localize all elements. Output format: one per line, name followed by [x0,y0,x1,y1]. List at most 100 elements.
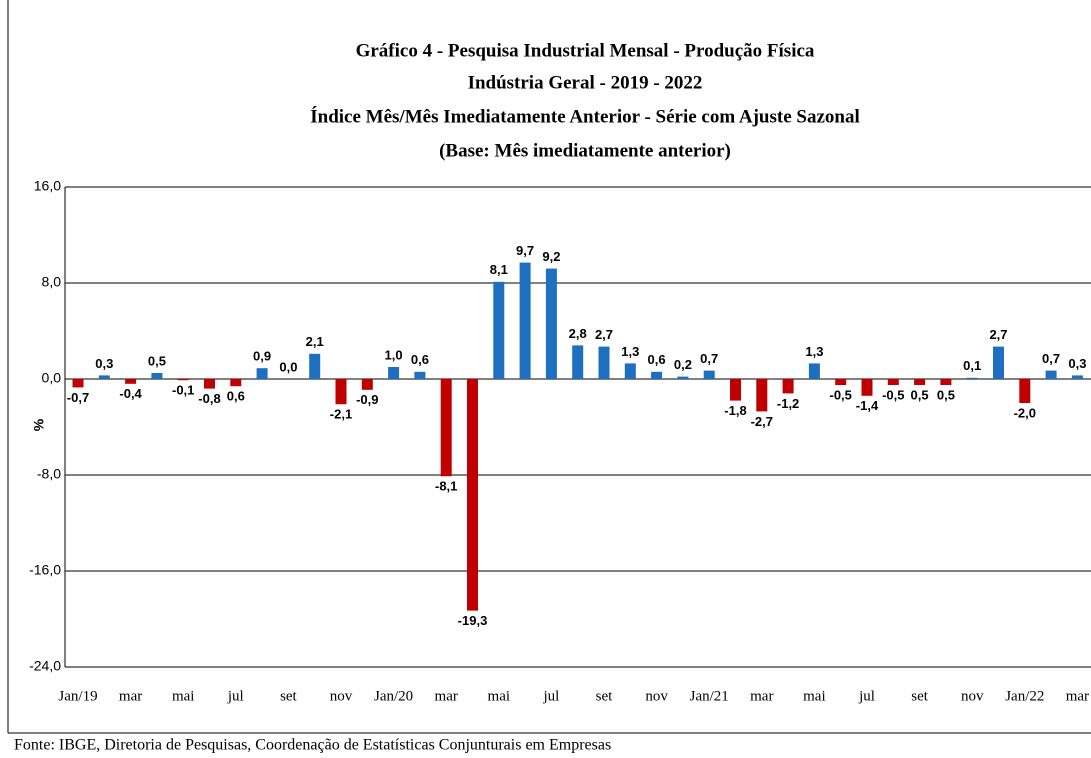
x-tick-label: mai [488,688,511,704]
y-tick-label: -8,0 [37,466,61,482]
value-label: 0,3 [1068,356,1086,371]
bar [703,370,715,379]
value-label: -19,3 [458,613,488,628]
y-tick-label: -16,0 [29,562,61,578]
value-label: 0,6 [411,352,429,367]
bar [914,379,926,385]
chart-subtitle: Índice Mês/Mês Imediatamente Anterior - … [310,105,860,127]
value-label: -0,5 [882,387,904,402]
bar [651,371,663,379]
value-label: -0,9 [356,392,378,407]
x-tick-label: nov [330,688,353,704]
x-tick-label: Jan/21 [690,688,729,704]
source-note: Fonte: IBGE, Diretoria de Pesquisas, Coo… [14,737,611,754]
value-label: 0,6 [227,389,245,404]
value-label: 0,7 [1042,351,1060,366]
bar [361,379,373,390]
x-tick-label: jul [542,688,559,704]
bar [98,375,110,379]
bar [940,379,952,385]
value-label: -0,7 [67,390,89,405]
value-label: 9,7 [516,243,534,258]
y-tick-label: 0,0 [42,370,62,386]
value-label: -1,2 [777,396,799,411]
value-label: -0,5 [829,387,851,402]
bar [572,345,584,379]
value-label: 1,3 [805,344,823,359]
value-label: 0,6 [648,352,666,367]
bar [782,379,794,394]
bar [1071,375,1083,379]
bar [125,379,137,384]
value-label: 2,7 [595,327,613,342]
x-tick-label: set [911,688,928,704]
bar [861,379,873,396]
value-label: -0,4 [119,386,142,401]
x-tick-label: mai [803,688,826,704]
value-label: 2,7 [989,327,1007,342]
x-tick-label: jul [227,688,244,704]
value-label: 0,0 [279,359,297,374]
value-label: -1,8 [724,403,746,418]
x-tick-label: nov [645,688,668,704]
y-tick-label: 16,0 [34,178,61,194]
bar [151,373,163,379]
x-tick-label: mar [119,688,142,704]
bar [414,371,426,379]
bar [966,377,978,379]
bar [624,363,636,379]
value-label: 0,2 [674,357,692,372]
y-tick-label: -24,0 [29,658,61,674]
bar [730,379,741,401]
value-label: 2,1 [306,334,324,349]
bar [519,262,531,379]
value-label: -0,8 [198,391,220,406]
bar [467,379,478,611]
bar [335,379,347,405]
value-label: 0,3 [95,356,113,371]
bar [887,379,899,385]
bar [1045,370,1057,379]
x-tick-label: jul [858,688,875,704]
value-label: -0,1 [172,383,194,398]
x-tick-label: mar [435,688,458,704]
value-label: 1,0 [385,347,403,362]
x-tick-label: mar [750,688,773,704]
value-label: 0,9 [253,349,271,364]
value-label: 1,3 [621,344,639,359]
bar [808,363,820,379]
x-tick-label: Jan/22 [1005,688,1044,704]
y-axis-label: % [31,418,47,431]
value-label: -1,4 [856,398,879,413]
x-tick-label: nov [961,688,984,704]
x-tick-label: set [596,688,613,704]
value-label: 0,5 [911,387,929,402]
value-label: 0,1 [963,358,981,373]
bar [230,379,242,387]
chart-subtitle: (Base: Mês imediatamente anterior) [439,140,731,161]
chart-subtitle: Indústria Geral - 2019 - 2022 [468,72,703,93]
bar [835,379,847,385]
value-label: 9,2 [542,249,560,264]
bar [440,379,452,477]
bar [993,346,1004,379]
x-tick-label: set [280,688,297,704]
value-label: 2,8 [569,326,587,341]
bar [72,379,84,388]
bar [1019,379,1031,403]
bar [309,353,321,379]
bar [545,268,557,379]
value-label: -2,1 [330,407,352,422]
y-tick-label: 8,0 [42,274,62,290]
bar [204,379,215,389]
x-tick-label: Jan/20 [374,688,413,704]
value-label: -8,1 [435,479,457,494]
chart-title: Gráfico 4 - Pesquisa Industrial Mensal -… [356,40,815,61]
x-tick-label: Jan/19 [58,688,97,704]
value-label: 0,5 [148,353,166,368]
value-label: -2,0 [1014,405,1036,420]
bar [388,367,400,379]
bar [756,379,768,412]
